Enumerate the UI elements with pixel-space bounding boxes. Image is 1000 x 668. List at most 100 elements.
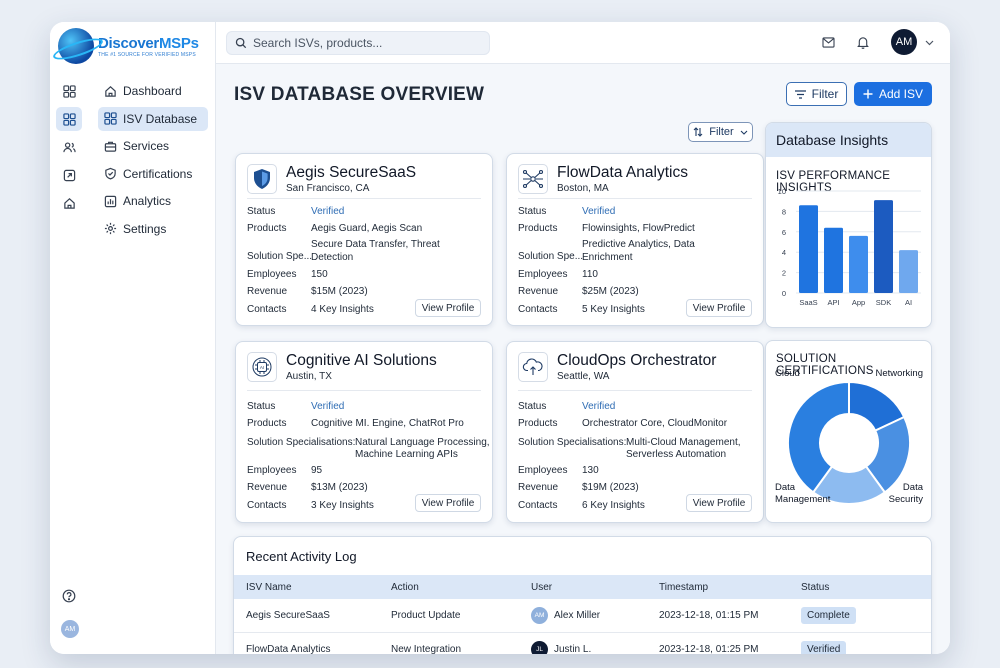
- employees-label: Employees: [518, 269, 568, 280]
- user-cell: Alex Miller: [554, 610, 601, 621]
- briefcase-icon: [104, 141, 117, 152]
- performance-bar-chart: 0 2 4 6 8 10 SaaS API App SDK AI: [778, 187, 921, 307]
- revenue-label: Revenue: [247, 286, 288, 297]
- rail-export-icon[interactable]: [56, 163, 82, 187]
- user-avatar: AM: [531, 607, 548, 624]
- isv-location: Seattle, WA: [557, 371, 610, 382]
- sidebar-item-isv-database[interactable]: ISV Database: [98, 106, 208, 131]
- view-profile-button[interactable]: View Profile: [686, 299, 752, 317]
- sort-icon: [693, 127, 703, 137]
- bar-chart-icon: [104, 195, 117, 208]
- view-profile-button[interactable]: View Profile: [415, 494, 481, 512]
- solutions-label: Solution Specialisations:: [518, 437, 627, 448]
- status-value: Verified: [582, 206, 616, 217]
- rail-database-icon[interactable]: [56, 107, 82, 131]
- view-profile-button[interactable]: View Profile: [686, 494, 752, 512]
- x-tick-label: App: [852, 298, 865, 307]
- bar-saas[interactable]: [799, 205, 818, 293]
- contacts-value: 3 Key Insights: [311, 500, 374, 511]
- page-title: ISV DATABASE OVERVIEW: [234, 84, 485, 105]
- sort-filter-button[interactable]: Filter: [688, 122, 753, 142]
- rail-home-icon[interactable]: [56, 191, 82, 215]
- rail-grid-icon[interactable]: [56, 79, 82, 103]
- chevron-down-icon[interactable]: [925, 33, 934, 51]
- slice-cloud[interactable]: [787, 380, 850, 494]
- revenue-value: $13M (2023): [311, 482, 368, 493]
- sidebar-item-analytics[interactable]: Analytics: [98, 189, 208, 213]
- contacts-label: Contacts: [518, 500, 558, 511]
- y-tick-label: 0: [782, 289, 786, 298]
- sidebar-item-dashboard[interactable]: Dashboard: [98, 79, 208, 103]
- view-profile-button[interactable]: View Profile: [415, 299, 481, 317]
- filter-lines-icon: [794, 89, 806, 99]
- network-logo-icon: [518, 164, 548, 194]
- user-avatar: JL: [531, 641, 548, 654]
- column-header[interactable]: User: [531, 582, 553, 593]
- x-tick-label: SaaS: [799, 298, 817, 307]
- timestamp-cell: 2023-12-18, 01:15 PM: [659, 610, 759, 621]
- search-input[interactable]: [253, 36, 483, 50]
- sidebar-item-services[interactable]: Services: [98, 134, 208, 158]
- column-header[interactable]: Status: [801, 582, 830, 593]
- contacts-label: Contacts: [247, 304, 287, 315]
- rail-users-icon[interactable]: [56, 135, 82, 159]
- isv-name[interactable]: FlowData Analytics: [557, 164, 688, 181]
- sidebar-avatar[interactable]: AM: [61, 620, 79, 638]
- x-tick-label: API: [827, 298, 839, 307]
- sidebar-item-certifications[interactable]: Certifications: [98, 162, 208, 186]
- column-header[interactable]: Action: [391, 582, 419, 593]
- add-isv-button[interactable]: Add ISV: [854, 82, 932, 106]
- products-label: Products: [247, 418, 287, 429]
- isv-card-flowdata: FlowData Analytics Boston, MA Status Veri…: [506, 153, 764, 326]
- slice-label: Data: [775, 482, 796, 493]
- bar-app[interactable]: [849, 235, 868, 293]
- isv-location: San Francisco, CA: [286, 183, 370, 194]
- brand-logo[interactable]: DiscoverMSPs THE #1 SOURCE FOR VERIFIED …: [58, 28, 199, 64]
- sidebar-item-settings[interactable]: Settings: [98, 217, 208, 241]
- filter-button[interactable]: Filter: [786, 82, 847, 106]
- activity-log: Recent Activity Log ISV Name Action User…: [233, 536, 932, 654]
- status-value: Verified: [311, 401, 345, 412]
- solutions-value-1: Predictive Analytics, Data: [582, 239, 695, 250]
- column-header[interactable]: Timestamp: [659, 582, 709, 593]
- sidebar-item-label: Services: [123, 139, 170, 154]
- y-tick-label: 10: [778, 187, 786, 196]
- bar-sdk[interactable]: [874, 200, 893, 293]
- employees-label: Employees: [247, 465, 297, 476]
- icon-rail: [56, 79, 84, 219]
- isv-name[interactable]: Cognitive AI Solutions: [286, 352, 437, 369]
- isv-location: Boston, MA: [557, 183, 609, 194]
- isv-card-cognitive: AI Cognitive AI Solutions Austin, TX Sta…: [235, 341, 493, 523]
- column-header[interactable]: ISV Name: [246, 582, 292, 593]
- y-tick-label: 6: [782, 228, 786, 237]
- slice-label: Management: [775, 494, 831, 505]
- bar-api[interactable]: [824, 227, 843, 293]
- isv-name[interactable]: CloudOps Orchestrator: [557, 352, 717, 369]
- y-tick-label: 2: [782, 269, 786, 278]
- table-row[interactable]: FlowData Analytics New Integration JL Ju…: [234, 633, 931, 654]
- slice-label: Networking: [875, 369, 923, 379]
- x-tick-label: SDK: [876, 298, 891, 307]
- sort-filter-label: Filter: [709, 126, 734, 138]
- ai-chip-logo-icon: AI: [247, 352, 277, 382]
- mail-icon[interactable]: [822, 36, 835, 48]
- table-row[interactable]: Aegis SecureSaaS Product Update AM Alex …: [234, 599, 931, 633]
- bell-icon[interactable]: [857, 36, 869, 49]
- products-value: Aegis Guard, Aegis Scan: [311, 223, 423, 234]
- sidebar-item-label: Dashboard: [123, 84, 182, 98]
- solutions-value-2: Detection: [311, 252, 354, 263]
- search-box[interactable]: [226, 31, 490, 55]
- user-cell: Justin L.: [554, 644, 592, 654]
- brand-tagline: THE #1 SOURCE FOR VERIFIED MSPS: [98, 51, 196, 58]
- user-avatar[interactable]: AM: [891, 29, 917, 55]
- status-badge: Verified: [801, 641, 847, 654]
- slice-label: Security: [889, 494, 924, 505]
- isv-name[interactable]: Aegis SecureSaaS: [286, 164, 417, 181]
- bar-ai[interactable]: [899, 250, 918, 293]
- products-value: Orchestrator Core, CloudMonitor: [582, 418, 728, 429]
- solutions-value-2: Enrichment: [582, 252, 633, 263]
- employees-value: 110: [582, 269, 598, 280]
- help-icon[interactable]: [62, 589, 76, 608]
- certifications-panel: SOLUTION CERTIFICATIONS Cloud Networking D…: [765, 340, 932, 523]
- revenue-label: Revenue: [518, 286, 559, 297]
